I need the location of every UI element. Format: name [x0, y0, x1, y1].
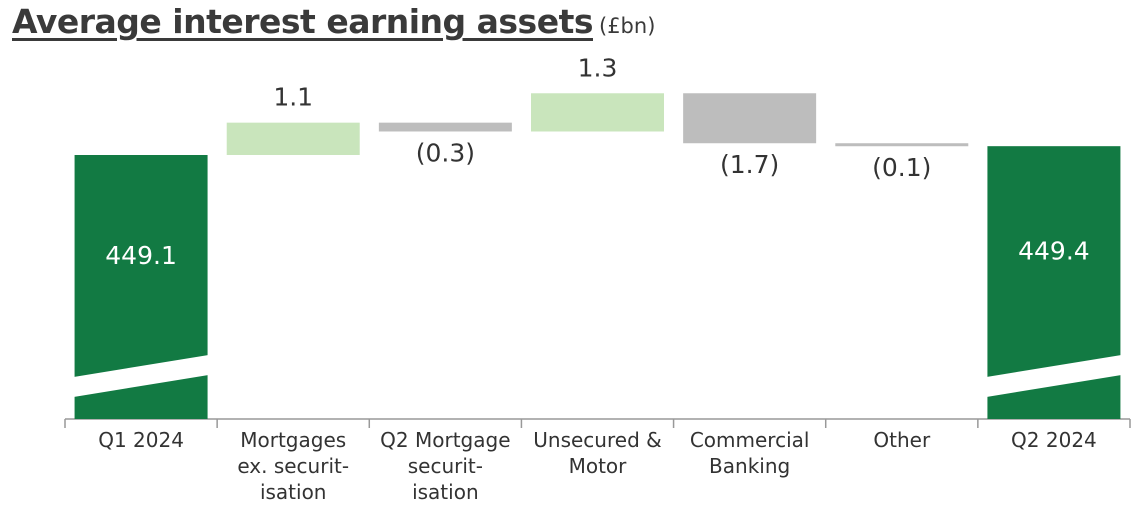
data-label: (1.7) — [720, 150, 779, 179]
chart-unit: (£bn) — [599, 14, 656, 38]
category-label: isation — [260, 480, 327, 504]
chart-title-wrap: Average interest earning assets (£bn) — [12, 2, 655, 41]
bar-decrease — [683, 93, 817, 144]
category-label: Unsecured & — [533, 428, 661, 452]
bar-increase — [531, 93, 664, 132]
category-label: Other — [873, 428, 931, 452]
category-label: Banking — [709, 454, 790, 478]
category-label: Q2 Mortgage — [380, 428, 510, 452]
chart-title: Average interest earning assets — [12, 2, 594, 41]
bar-decrease — [378, 122, 512, 132]
category-label: isation — [412, 480, 479, 504]
category-label: Mortgages — [240, 428, 346, 452]
axis-break-stripe — [986, 355, 1122, 397]
data-label: 449.4 — [1018, 237, 1090, 266]
data-label: 1.1 — [273, 83, 313, 112]
data-label: (0.3) — [416, 138, 475, 167]
axis-break-stripe — [73, 355, 209, 397]
data-label: 1.3 — [578, 53, 618, 82]
category-label: ex. securit- — [237, 454, 349, 478]
category-label: Commercial — [690, 428, 810, 452]
data-label: 449.1 — [105, 241, 177, 270]
data-label: (0.1) — [872, 153, 931, 182]
category-label: securit- — [408, 454, 483, 478]
bar-increase — [226, 122, 360, 155]
bar-decrease — [835, 143, 969, 147]
category-label: Q1 2024 — [98, 428, 184, 452]
category-label: Motor — [569, 454, 628, 478]
category-label: Q2 2024 — [1011, 428, 1097, 452]
